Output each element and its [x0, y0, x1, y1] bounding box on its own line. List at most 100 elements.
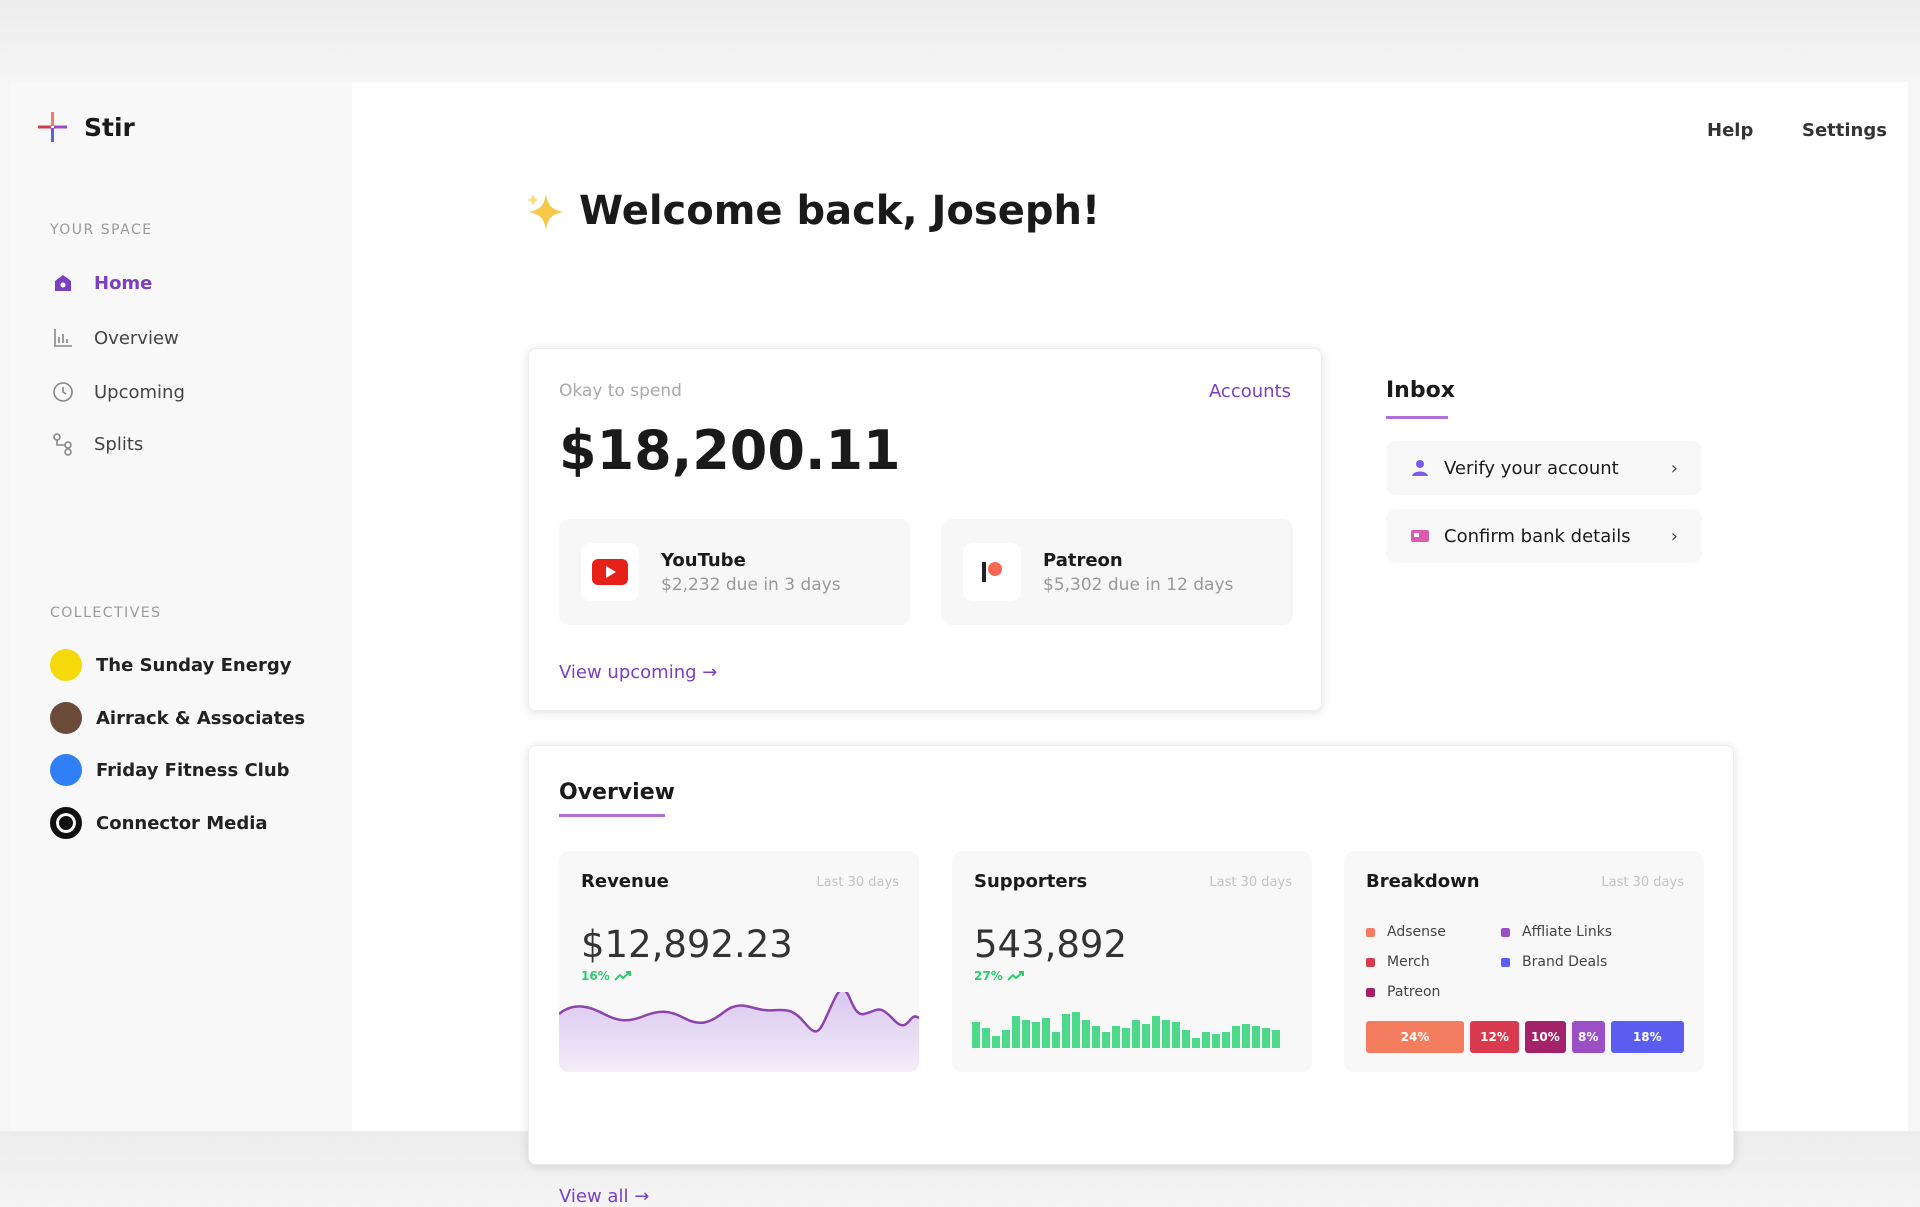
- trend-icon: [614, 971, 631, 981]
- top-link[interactable]: Help: [1707, 120, 1754, 141]
- section-title: YOUR SPACE: [50, 222, 153, 238]
- balance-amount: $18,200.11: [559, 419, 901, 482]
- collective[interactable]: Friday Fitness Club: [50, 753, 290, 787]
- chart-icon: [54, 329, 72, 347]
- chevron: ›: [1670, 457, 1678, 479]
- card-title: Supporters: [974, 871, 1088, 892]
- legend-swatch: [1501, 957, 1510, 967]
- overview-card: Overview Revenue Last 30 days $12,892.23…: [528, 745, 1734, 1207]
- section-title: COLLECTIVES: [50, 605, 162, 621]
- supporters-card: Supporters Last 30 days 543,892 27%: [952, 851, 1312, 1072]
- nav-item[interactable]: Splits: [50, 429, 143, 459]
- legend-item: Merch: [1366, 947, 1501, 977]
- card-value: 543,892: [974, 923, 1128, 966]
- bar-segment: 10%: [1525, 1021, 1566, 1053]
- balance-card: Okay to spend Accounts $18,200.11 YouTub…: [528, 348, 1322, 711]
- legend-item: Adsense: [1366, 917, 1501, 947]
- collective[interactable]: The Sunday Energy: [50, 648, 291, 682]
- logo-mark: [38, 112, 67, 142]
- segment-label: 18%: [1632, 1030, 1662, 1044]
- main: Help Settings Welcome back, Joseph! Okay…: [352, 82, 1908, 1207]
- legend-label: Merch: [1387, 954, 1430, 970]
- bank-icon: [1411, 530, 1429, 542]
- payout-tile[interactable]: Patreon $5,302 due in 12 days: [941, 519, 1293, 625]
- legend-swatch: [1366, 957, 1375, 967]
- overview-title: Overview: [559, 780, 675, 805]
- legend-label: Adsense: [1387, 924, 1446, 940]
- nav-label: Overview: [94, 327, 179, 349]
- bar-segment: 8%: [1571, 1021, 1605, 1053]
- collective[interactable]: Connector Media: [50, 806, 268, 840]
- collective-name: Friday Fitness Club: [96, 759, 290, 781]
- nav-label: Home: [94, 272, 153, 294]
- inbox-item[interactable]: Confirm bank details ›: [1386, 509, 1702, 563]
- payout-detail: $2,232 due in 3 days: [661, 574, 841, 595]
- avatar: [50, 702, 82, 734]
- trend-icon: [1007, 971, 1024, 981]
- inbox-title: Inbox: [1386, 378, 1455, 403]
- card-value: $12,892.23: [581, 923, 793, 966]
- card-title: Breakdown: [1366, 871, 1480, 892]
- avatar: [50, 807, 82, 839]
- segment-label: 12%: [1480, 1030, 1509, 1044]
- youtube-logo: [592, 559, 628, 585]
- legend-swatch: [1501, 927, 1510, 937]
- collective-name: Connector Media: [96, 812, 268, 834]
- legend-label: Brand Deals: [1522, 954, 1608, 970]
- view-upcoming-link[interactable]: View upcoming →: [559, 662, 718, 683]
- page-title: Welcome back, Joseph!: [579, 188, 1101, 234]
- legend-item: Affliate Links: [1501, 917, 1661, 947]
- patreon-logo: [982, 562, 1002, 582]
- bar-segment: 12%: [1470, 1021, 1519, 1053]
- top-link[interactable]: Settings: [1802, 120, 1887, 141]
- payout-name: YouTube: [661, 549, 746, 571]
- logo[interactable]: Stir: [38, 110, 135, 144]
- card-title: Revenue: [581, 871, 669, 892]
- legend-swatch: [1366, 987, 1375, 997]
- legend-item: Brand Deals: [1501, 947, 1661, 977]
- logo-text: Stir: [84, 112, 135, 142]
- segment-label: 8%: [1577, 1030, 1599, 1044]
- supporters-bars: [972, 1012, 1280, 1048]
- bar-segment: 24%: [1366, 1021, 1464, 1053]
- inbox-text: Verify your account: [1444, 457, 1619, 479]
- legend-label: Patreon: [1387, 984, 1441, 1000]
- card-change: 16%: [581, 969, 632, 983]
- card-period: Last 30 days: [1601, 875, 1684, 890]
- legend-item: Patreon: [1366, 977, 1501, 1007]
- split-icon: [53, 433, 72, 456]
- nav-item[interactable]: Upcoming: [50, 377, 185, 407]
- collective-name: Airrack & Associates: [96, 707, 306, 729]
- payout-tile[interactable]: YouTube $2,232 due in 3 days: [559, 519, 910, 625]
- nav-label: Upcoming: [94, 381, 185, 403]
- view-all-link[interactable]: View all →: [559, 1186, 650, 1207]
- patreon-icon: [963, 543, 1021, 601]
- revenue-card: Revenue Last 30 days $12,892.23 16%: [559, 851, 919, 1072]
- card-change: 27%: [974, 969, 1025, 983]
- legend-label: Affliate Links: [1522, 924, 1613, 940]
- collective-name: The Sunday Energy: [96, 654, 292, 676]
- nav-item[interactable]: Home: [50, 268, 152, 298]
- avatar: [50, 754, 82, 786]
- inbox-underline: [1386, 416, 1448, 419]
- payout-name: Patreon: [1043, 549, 1123, 571]
- breakdown-card: Breakdown Last 30 days Adsense Merch Patre…: [1344, 851, 1704, 1072]
- sparkle-icon: [527, 194, 564, 230]
- collective[interactable]: Airrack & Associates: [50, 701, 305, 735]
- accounts-link[interactable]: Accounts: [1208, 381, 1291, 402]
- youtube-icon: [581, 543, 639, 601]
- payout-detail: $5,302 due in 12 days: [1043, 574, 1234, 595]
- balance-label: Okay to spend: [559, 381, 682, 401]
- segment-label: 24%: [1400, 1030, 1430, 1044]
- inbox-item[interactable]: Verify your account ›: [1386, 441, 1702, 495]
- inbox-text: Confirm bank details: [1444, 525, 1631, 547]
- chevron: ›: [1670, 525, 1678, 547]
- change-text: 27%: [974, 969, 1003, 983]
- overview-underline: [559, 814, 665, 817]
- breakdown-bar: 24% 12% 10% 8% 18%: [1366, 1021, 1684, 1053]
- nav-item[interactable]: Overview: [50, 323, 179, 353]
- legend: Adsense Merch Patreon Affliate Links Brand D…: [1366, 917, 1661, 1007]
- avatar: [50, 649, 82, 681]
